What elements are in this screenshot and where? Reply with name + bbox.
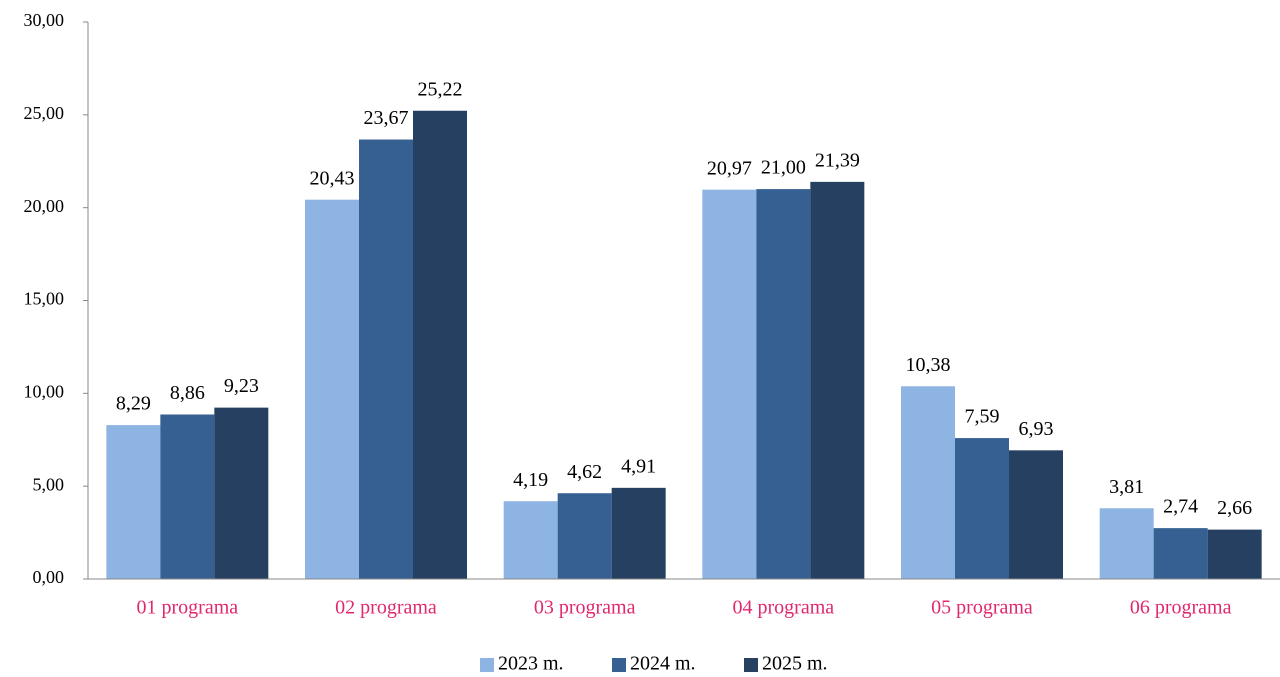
x-tick-label: 01 programa: [137, 597, 239, 619]
value-label: 25,22: [418, 78, 463, 100]
x-tick-label: 05 programa: [931, 597, 1033, 619]
value-label: 10,38: [906, 354, 951, 376]
bar: [1207, 529, 1262, 579]
value-label: 20,97: [707, 157, 752, 179]
y-tick-label: 20,00: [24, 196, 65, 216]
bar: [557, 493, 612, 579]
value-label: 8,29: [116, 393, 151, 415]
bar: [503, 501, 558, 579]
value-label: 4,91: [621, 455, 656, 477]
bar: [359, 139, 413, 580]
bar: [214, 407, 269, 579]
legend-label: 2025 m.: [762, 653, 828, 675]
y-tick-label: 5,00: [33, 474, 65, 494]
bar: [702, 189, 757, 580]
y-tick-label: 0,00: [33, 567, 65, 587]
bar: [1009, 450, 1063, 579]
bar: [160, 414, 215, 579]
value-label: 9,23: [224, 375, 259, 397]
bar: [901, 386, 955, 579]
value-label: 20,43: [310, 167, 355, 189]
value-label: 7,59: [965, 406, 1000, 428]
value-label: 8,86: [170, 382, 205, 404]
legend-swatch: [744, 658, 758, 672]
x-tick-label: 02 programa: [335, 597, 437, 619]
value-label: 2,74: [1163, 496, 1198, 518]
value-label: 4,62: [567, 461, 602, 483]
bar: [955, 438, 1009, 579]
legend-label: 2023 m.: [498, 653, 564, 675]
x-tick-label: 06 programa: [1130, 597, 1232, 619]
value-label: 21,39: [815, 149, 860, 171]
bar: [1153, 528, 1208, 579]
x-tick-label: 03 programa: [534, 597, 636, 619]
bar: [305, 199, 359, 580]
bar: [413, 110, 467, 580]
bar: [1099, 508, 1154, 579]
value-label: 23,67: [364, 107, 409, 129]
value-label: 3,81: [1109, 476, 1144, 498]
legend-swatch: [480, 658, 494, 672]
y-tick-label: 10,00: [24, 381, 65, 401]
bar: [810, 181, 865, 579]
value-label: 2,66: [1217, 497, 1252, 519]
y-tick-label: 15,00: [24, 289, 65, 309]
bar: [756, 189, 811, 579]
y-tick-label: 25,00: [24, 103, 65, 123]
value-label: 4,19: [513, 469, 548, 491]
value-label: 21,00: [761, 157, 806, 179]
y-tick-label: 30,00: [24, 10, 65, 30]
bar: [611, 487, 666, 579]
legend-swatch: [612, 658, 626, 672]
x-tick-label: 04 programa: [733, 597, 835, 619]
bar: [106, 425, 161, 579]
legend-label: 2024 m.: [630, 653, 696, 675]
value-label: 6,93: [1019, 418, 1054, 440]
